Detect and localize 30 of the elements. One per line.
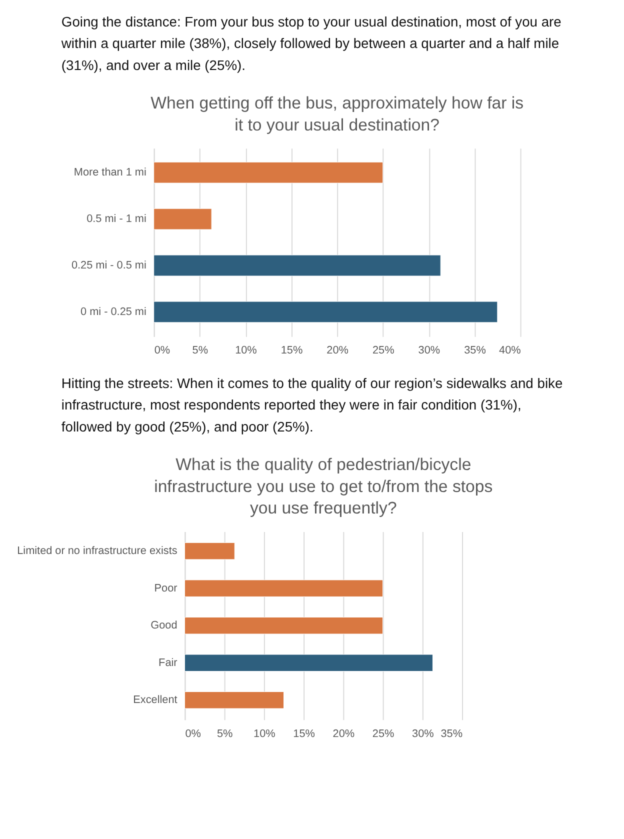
x-tick-label: 0% (154, 344, 170, 357)
x-tick-label: 15% (293, 728, 316, 740)
x-tick-label: 10% (254, 728, 276, 740)
y-tick-label: 0.25 mi - 0.5 mi (71, 259, 146, 272)
y-tick-label: Good (150, 620, 178, 632)
x-tick-label: 10% (235, 344, 258, 357)
x-tick-label: 25% (372, 728, 395, 740)
text: Hitting the streets: When it comes to the quality of our region’s sidewalks and bike infrastructure, most respondents reported they were in fair condition (31%), followed by good (25%), and poor (25%). (61, 374, 563, 434)
text: Going the distance: From your bus stop to your usual destination, most of you are within a quarter mile (38%), closely followed by between a quarter and a half mile (31%), and over a mile (25%). (60, 13, 562, 73)
x-tick-label: 35% (440, 728, 463, 740)
y-tick-label: 0 mi - 0.25 mi (80, 306, 146, 318)
x-tick-label: 5% (216, 728, 234, 740)
x-tick-label: 5% (192, 344, 208, 357)
y-tick-label: Excellent (133, 694, 178, 706)
x-tick-label: 30% (418, 344, 440, 357)
x-tick-label: 20% (332, 728, 355, 740)
chart-title: When getting off the bus, approximately how far is it to your usual destination? (150, 94, 524, 134)
chart-title: What is the quality of pedestrian/bicycle infrastructure you use to get to/from the stops you use frequently? (154, 455, 493, 518)
x-tick-label: 25% (372, 344, 395, 357)
x-tick-label: 20% (326, 344, 349, 357)
x-tick-label: 0% (185, 728, 202, 740)
y-tick-label: Poor (154, 582, 178, 594)
x-tick-label: 40% (499, 344, 522, 357)
y-tick-label: More than 1 mi (74, 166, 146, 179)
x-tick-label: 30% (412, 728, 434, 740)
y-tick-label: Limited or no infrastructure exists (17, 545, 178, 558)
x-tick-label: 15% (280, 344, 303, 357)
y-tick-label: 0.5 mi - 1 mi (86, 213, 146, 226)
y-tick-label: Fair (158, 656, 178, 669)
x-tick-label: 35% (464, 344, 486, 357)
